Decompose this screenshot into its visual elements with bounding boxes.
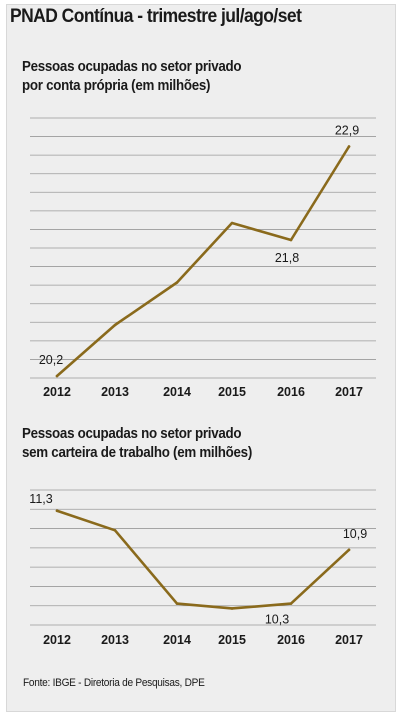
data-point [289, 602, 293, 605]
chart-1-title: Pessoas ocupadas no setor privado por co… [22, 58, 242, 96]
x-tick-label: 2015 [218, 633, 246, 647]
x-tick-label: 2012 [43, 385, 71, 399]
x-tick-label: 2017 [335, 385, 363, 399]
chart-1-title-line-1: Pessoas ocupadas no setor privado [22, 59, 242, 75]
data-point [289, 238, 293, 242]
data-label: 10,3 [265, 613, 289, 627]
x-tick-label: 2013 [101, 385, 129, 399]
x-tick-label: 2014 [163, 633, 191, 647]
data-label: 21,8 [275, 251, 299, 265]
page-title: PNAD Contínua - trimestre jul/ago/set [10, 6, 302, 27]
chart-1-title-line-2: por conta própria (em milhões) [22, 78, 211, 94]
data-point [113, 529, 117, 532]
self-employed-line-chart: 20,2 21,8 22,9 2012 2013 2014 2015 2016 2017 [30, 117, 376, 399]
series-line [55, 509, 351, 610]
chart-2-title-line-1: Pessoas ocupadas no setor privado [22, 426, 242, 442]
chart-2-title: Pessoas ocupadas no setor privado sem ca… [22, 425, 252, 463]
data-point [55, 374, 59, 378]
chart-2-title-line-2: sem carteira de trabalho (em milhões) [22, 445, 252, 461]
x-tick-label: 2017 [335, 633, 363, 647]
data-point [230, 221, 234, 225]
data-label: 10,9 [343, 527, 367, 541]
data-point [347, 145, 351, 148]
x-tick-label: 2016 [277, 633, 305, 647]
data-point [55, 509, 59, 513]
x-tick-label: 2015 [218, 385, 246, 399]
data-point [113, 323, 117, 327]
data-point [175, 602, 179, 605]
infographic-panel [6, 4, 396, 712]
source-note: Fonte: IBGE - Diretoria de Pesquisas, DP… [23, 677, 205, 689]
data-label: 11,3 [29, 492, 52, 506]
data-point [230, 607, 234, 610]
x-tick-label: 2016 [277, 385, 305, 399]
x-tick-label: 2013 [101, 633, 129, 647]
data-point [175, 281, 179, 284]
series-line [55, 145, 351, 378]
data-label: 20,2 [39, 353, 63, 367]
informal-workers-line-chart: 11,3 10,3 10,9 2012 2013 2014 2015 2016 2017 [29, 489, 376, 647]
data-point [347, 548, 351, 552]
x-tick-label: 2014 [163, 385, 191, 399]
x-tick-label: 2012 [43, 633, 71, 647]
data-label: 22,9 [335, 124, 359, 138]
